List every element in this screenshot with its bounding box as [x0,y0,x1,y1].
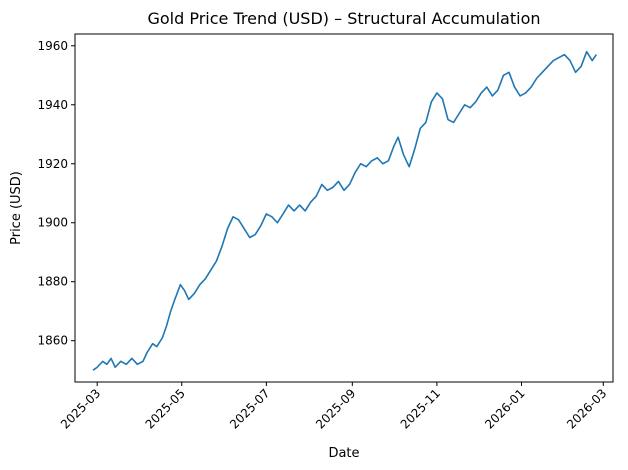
x-tick-label: 2025-05 [143,386,188,431]
series-line-0 [92,50,598,371]
y-tick-label: 1920 [37,157,68,171]
y-tick-label: 1880 [37,275,68,289]
x-tick-label: 2026-01 [482,386,527,431]
y-tick-label: 1960 [37,39,68,53]
x-tick-label: 2025-11 [398,386,443,431]
x-tick-label: 2025-03 [58,386,103,431]
plot-area [92,50,598,371]
y-tick-label: 1860 [37,334,68,348]
y-axis-label: Price (USD) [9,171,24,245]
x-tick-label: 2025-07 [227,386,272,431]
y-tick-label: 1900 [37,216,68,230]
y-axis-ticks: 1860 1880 1900 1920 1940 1960 [37,39,75,348]
y-tick-label: 1940 [37,98,68,112]
x-tick-label: 2025-09 [313,386,358,431]
chart-title: Gold Price Trend (USD) – Structural Accu… [147,9,540,28]
x-axis-ticks: 2025-03 2025-05 2025-07 2025-09 2025-11 2026-… [58,382,609,432]
x-axis-label: Date [328,446,359,461]
axes-frame [74,33,614,383]
x-tick-label: 2026-03 [564,386,609,431]
